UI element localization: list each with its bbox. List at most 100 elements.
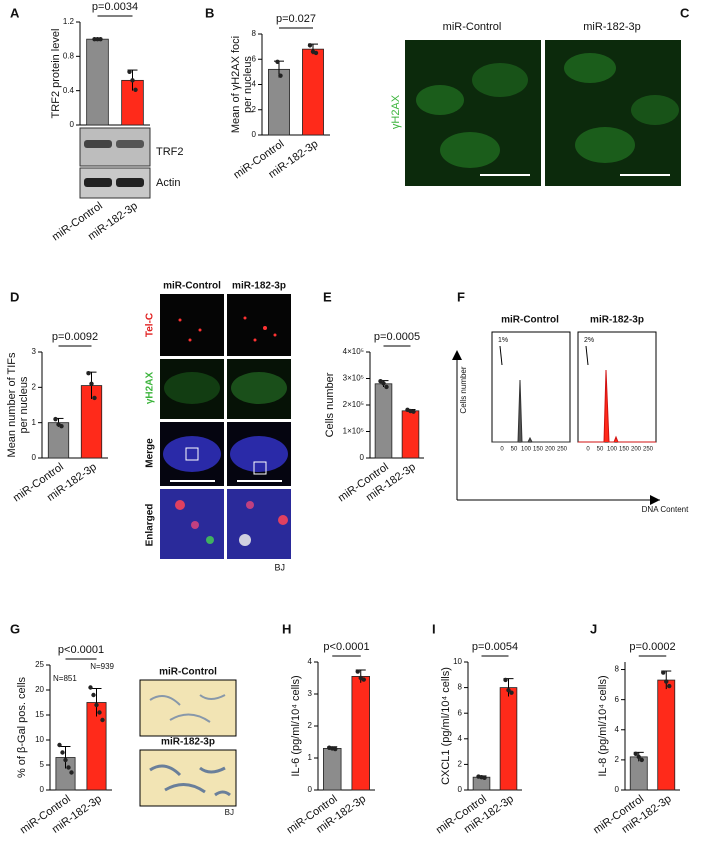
row-label: Tel-C — [145, 313, 156, 337]
panel-g-images: miR-Control miR-182-3p BJ — [139, 667, 237, 817]
y-tick-label: 15 — [35, 710, 44, 719]
y-tick-label: 0.4 — [63, 86, 75, 95]
western-blot: TRF2 Actin — [79, 127, 184, 199]
data-point — [57, 742, 62, 748]
p-value: p=0.0034 — [92, 1, 138, 13]
panel-letter: B — [205, 5, 214, 20]
y-tick-label: 10 — [35, 735, 44, 744]
data-point — [275, 59, 280, 64]
data-point — [127, 69, 132, 74]
data-point — [661, 670, 666, 675]
column-label: miR-Control — [501, 315, 559, 326]
y-tick-label: 3×10⁵ — [343, 374, 364, 383]
flow-tick-label: 250 — [557, 447, 568, 453]
blot-label: Actin — [156, 177, 180, 189]
panel-c: C miR-Control miR-182-3p γH2AX — [390, 5, 690, 186]
data-point — [633, 751, 638, 757]
y-tick-label: 4×10⁵ — [343, 347, 364, 356]
data-point — [355, 669, 360, 674]
y-axis-label: % of β-Gal pos. cells — [16, 676, 28, 778]
flow-tick-label: 150 — [533, 447, 544, 453]
flow-tick-label: 200 — [631, 447, 642, 453]
panel-letter: H — [282, 621, 291, 636]
y-tick-label: 6 — [615, 695, 620, 704]
y-tick-label: 0 — [458, 785, 463, 794]
data-point — [664, 679, 669, 684]
cell-line: BJ — [225, 808, 234, 817]
panel-letter: F — [457, 289, 465, 304]
y-tick-label: 8 — [615, 665, 620, 674]
flow-tick-label: 0 — [500, 447, 504, 453]
bar — [374, 383, 393, 459]
y-axis-label: per nucleus — [242, 56, 254, 113]
note: N=851 — [53, 674, 77, 683]
y-tick-label: 2 — [615, 755, 620, 764]
y-tick-label: 25 — [35, 660, 44, 669]
column-label: miR-Control — [163, 281, 221, 292]
axis-label: Cells number — [459, 366, 468, 413]
panel-letter: G — [10, 621, 20, 636]
flow-tick-label: 50 — [511, 447, 518, 453]
column-label: miR-182-3p — [161, 737, 215, 748]
data-point — [509, 690, 514, 695]
data-point — [307, 43, 313, 48]
y-tick-label: 6 — [252, 54, 257, 63]
y-tick-label: 4 — [308, 657, 313, 666]
row-label: γH2AX — [145, 372, 156, 405]
axis-label: DNA Content — [642, 505, 689, 514]
data-point — [133, 87, 138, 93]
bar — [401, 410, 420, 459]
flow-tick-label: 150 — [619, 447, 630, 453]
data-point — [313, 50, 319, 56]
panel-letter: I — [432, 621, 436, 636]
note: N=939 — [90, 662, 114, 671]
bar — [302, 48, 324, 136]
data-point — [667, 683, 672, 689]
y-axis-label: IL-8 (pg/ml/10⁴ cells) — [597, 675, 609, 776]
y-tick-label: 3 — [308, 689, 313, 698]
y-axis-label: CXCL1 (pg/ml/10⁴ cells) — [440, 667, 452, 785]
bar — [629, 756, 648, 791]
p-value: p=0.0005 — [374, 331, 420, 343]
row-label: Enlarged — [145, 504, 156, 547]
percent-label: 1% — [498, 337, 508, 344]
column-label: miR-182-3p — [232, 281, 286, 292]
y-axis-label: IL-6 (pg/ml/10⁴ cells) — [290, 675, 302, 776]
data-point — [381, 381, 386, 386]
y-tick-label: 4 — [252, 80, 257, 89]
percent-label: 2% — [584, 337, 594, 344]
y-tick-label: 2 — [458, 760, 463, 769]
y-tick-label: 6 — [458, 708, 463, 717]
data-point — [482, 775, 487, 781]
panel-letter: J — [590, 621, 597, 636]
y-tick-label: 20 — [35, 685, 44, 694]
data-point — [97, 710, 102, 715]
y-tick-label: 0 — [40, 785, 45, 794]
y-tick-label: 1×10⁵ — [343, 427, 364, 436]
data-point — [506, 687, 511, 693]
y-axis-label: Cells number — [324, 372, 336, 437]
y-tick-label: 0 — [360, 453, 365, 462]
p-value: p=0.0002 — [629, 641, 675, 653]
panel-letter: D — [10, 289, 19, 304]
y-tick-label: 5 — [40, 760, 45, 769]
bar — [499, 687, 518, 791]
column-label: miR-Control — [443, 21, 502, 33]
row-label: γH2AX — [390, 94, 402, 129]
panel-letter: A — [10, 5, 20, 20]
data-point — [98, 36, 103, 42]
data-point — [636, 754, 641, 760]
data-point — [89, 381, 94, 386]
y-tick-label: 4 — [615, 725, 620, 734]
y-tick-label: 0 — [252, 130, 257, 139]
column-label: miR-182-3p — [590, 315, 644, 326]
y-tick-label: 0 — [308, 785, 313, 794]
data-point — [333, 746, 338, 752]
panel-f: F miR-Control miR-182-3p Cells number DN… — [452, 289, 689, 514]
data-point — [91, 692, 96, 698]
data-point — [63, 757, 68, 763]
flow-tick-label: 50 — [597, 447, 604, 453]
row-label: Merge — [145, 438, 156, 468]
data-point — [66, 765, 71, 770]
data-point — [361, 677, 366, 682]
